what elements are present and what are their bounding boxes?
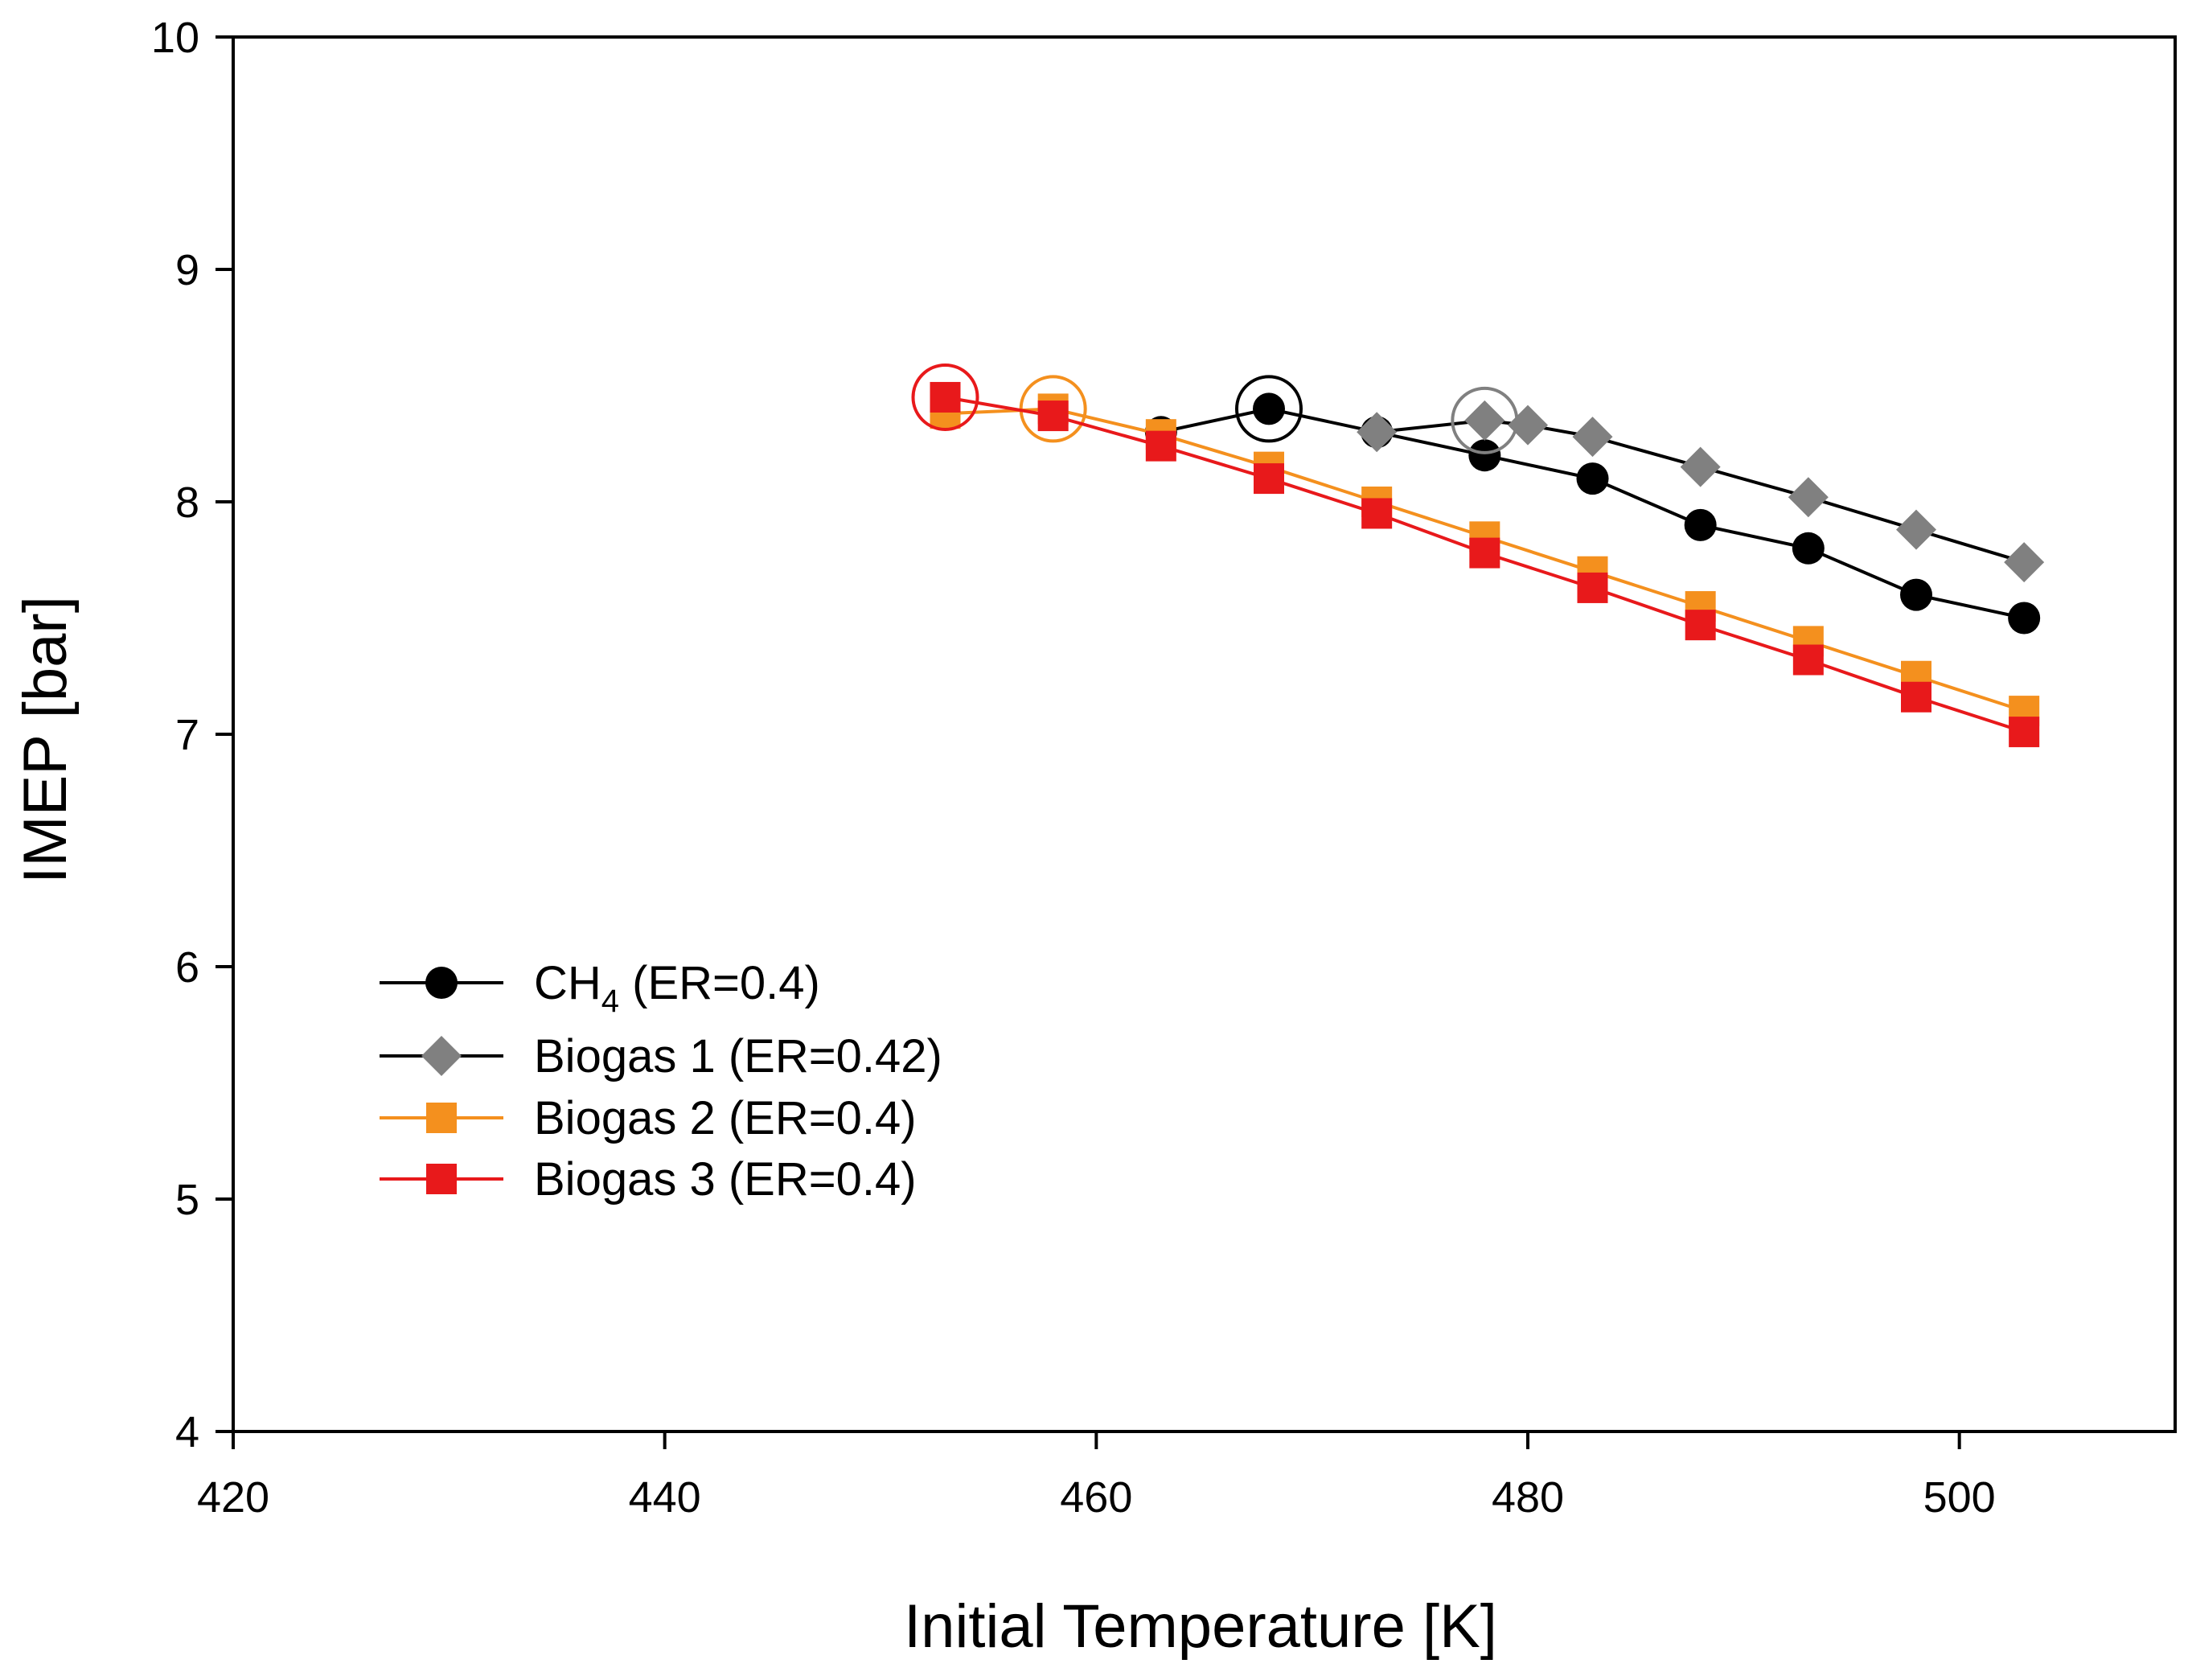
data-point (2009, 717, 2040, 748)
data-point (1037, 400, 1069, 432)
series-layer (911, 363, 2045, 748)
y-tick-label: 7 (175, 711, 199, 759)
y-tick-label: 4 (175, 1408, 199, 1456)
data-point (1357, 412, 1398, 453)
y-tick-label: 5 (175, 1176, 199, 1224)
data-point (1680, 446, 1721, 487)
legend-marker (421, 1036, 462, 1076)
data-point (1900, 578, 1932, 611)
x-tick-label: 480 (1492, 1473, 1564, 1522)
legend-label: Biogas 3 (ER=0.4) (534, 1153, 917, 1206)
data-point (1254, 463, 1284, 495)
legend-marker (426, 1103, 457, 1133)
x-tick-label: 460 (1060, 1473, 1132, 1522)
legend-label: Biogas 2 (ER=0.4) (534, 1092, 917, 1144)
data-point (1901, 681, 1931, 713)
y-tick-label: 6 (175, 943, 199, 992)
y-tick-label: 9 (175, 246, 199, 294)
data-point (1361, 498, 1393, 529)
x-tick-label: 500 (1923, 1473, 1996, 1522)
data-point (1792, 644, 1824, 676)
data-point (1253, 392, 1285, 425)
legend: CH4 (ER=0.4) Biogas 1 (ER=0.42) Biogas 2 (… (380, 957, 942, 1206)
data-point (1572, 417, 1613, 458)
data-point (1464, 400, 1505, 441)
legend-item-4: Biogas 3 (ER=0.4) (380, 1153, 917, 1206)
data-point (1576, 462, 1609, 495)
x-tick-label: 440 (629, 1473, 701, 1522)
legend-item-1: CH4 (ER=0.4) (380, 957, 820, 1019)
y-tick-label: 10 (151, 14, 199, 62)
data-point (2008, 602, 2041, 635)
highlight-ring (1451, 386, 1519, 454)
legend-marker (425, 967, 458, 999)
highlight-ring (911, 363, 979, 431)
legend-label: Biogas 1 (ER=0.42) (534, 1030, 942, 1082)
data-point (1145, 430, 1176, 462)
data-point (1788, 477, 1829, 518)
axes: 420 440 460 480 500 4 5 6 7 8 9 10 (151, 14, 2177, 1522)
highlight-ring (1235, 375, 1303, 443)
legend-item-3: Biogas 2 (ER=0.4) (380, 1092, 917, 1144)
x-axis-title: Initial Temperature [K] (904, 1592, 1497, 1661)
legend-item-2: Biogas 1 (ER=0.42) (380, 1030, 942, 1082)
series-2 (1357, 386, 2045, 583)
data-point (1792, 532, 1825, 565)
data-point (1577, 572, 1608, 603)
y-tick-label: 8 (175, 479, 199, 527)
legend-label: CH4 (ER=0.4) (534, 957, 820, 1019)
data-point (1896, 509, 1936, 550)
data-point (1684, 508, 1717, 541)
series-4 (911, 363, 2040, 748)
data-point (930, 381, 961, 413)
y-axis-title: IMEP [bar] (11, 596, 80, 884)
legend-marker (426, 1164, 457, 1194)
data-point (2004, 542, 2045, 583)
data-point (1469, 537, 1500, 569)
data-point (1685, 610, 1716, 641)
data-point (1468, 439, 1501, 472)
x-tick-label: 420 (197, 1473, 269, 1522)
